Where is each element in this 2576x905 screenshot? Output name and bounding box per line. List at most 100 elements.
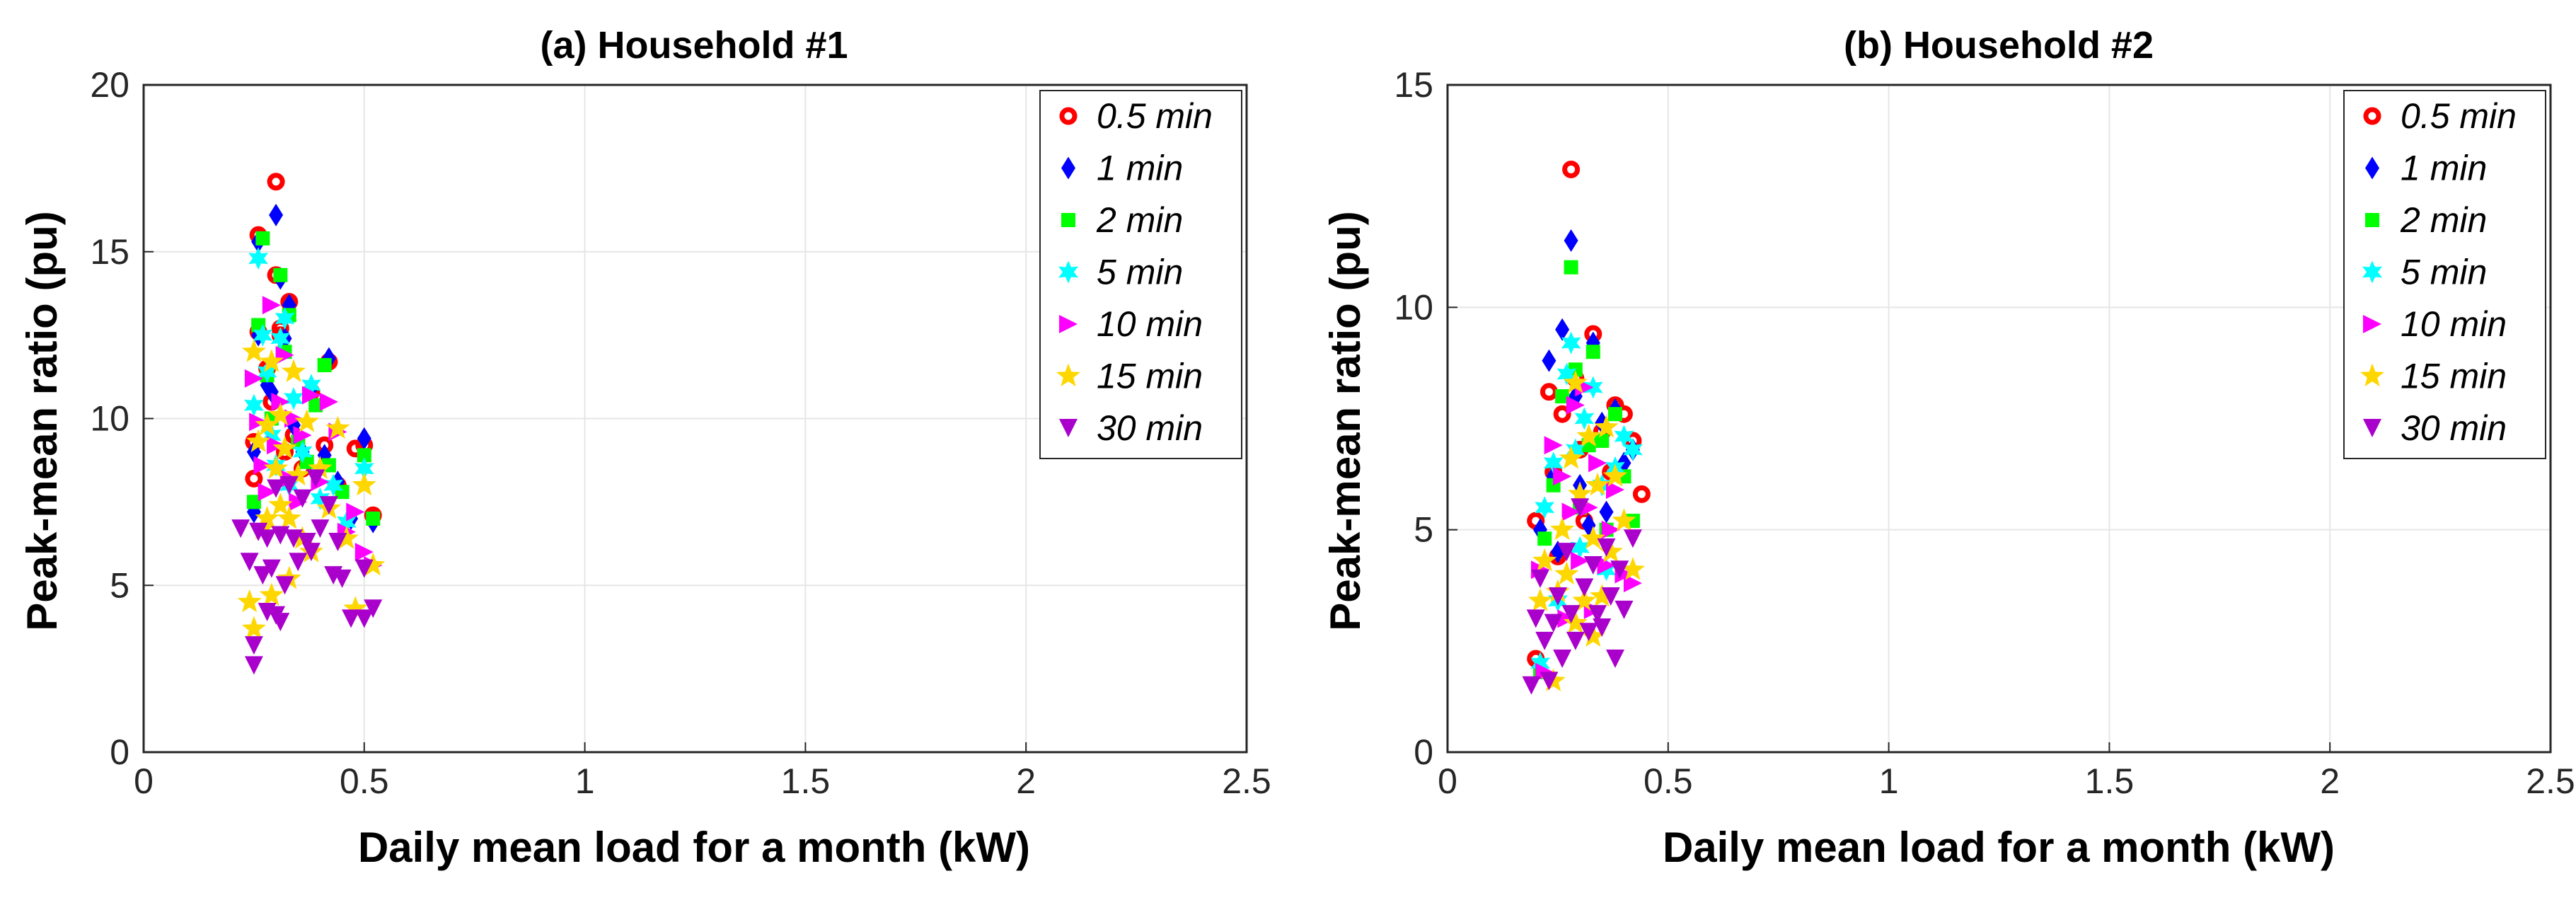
data-point bbox=[267, 173, 285, 191]
data-point bbox=[1586, 345, 1600, 359]
data-point bbox=[1588, 605, 1607, 624]
data-point bbox=[1571, 498, 1590, 517]
x-tick-label: 0.5 bbox=[1644, 761, 1693, 801]
data-point bbox=[366, 511, 381, 526]
data-point bbox=[253, 323, 273, 347]
data-point bbox=[277, 506, 301, 529]
data-point bbox=[289, 553, 308, 572]
data-point bbox=[354, 559, 374, 578]
data-point bbox=[284, 387, 304, 410]
data-point bbox=[1553, 649, 1572, 668]
data-point bbox=[286, 462, 311, 486]
data-point bbox=[292, 440, 313, 463]
y-axis-label: Peak-mean ratio (pu) bbox=[18, 211, 66, 630]
data-point bbox=[342, 609, 361, 628]
data-point bbox=[1598, 539, 1623, 563]
data-point bbox=[255, 231, 270, 246]
data-point bbox=[1550, 517, 1575, 541]
data-point bbox=[1527, 588, 1553, 611]
data-point bbox=[310, 487, 330, 510]
data-point bbox=[1605, 480, 1624, 500]
data-point bbox=[1605, 649, 1624, 668]
data-point bbox=[1532, 548, 1557, 572]
legend-label: 1 min bbox=[1097, 149, 1183, 188]
data-point bbox=[275, 576, 294, 595]
data-point bbox=[241, 616, 266, 640]
data-point bbox=[1588, 454, 1607, 473]
data-point bbox=[1585, 472, 1610, 496]
data-point bbox=[364, 599, 383, 618]
data-point bbox=[240, 553, 259, 572]
data-point bbox=[1581, 526, 1605, 549]
data-point bbox=[343, 596, 368, 619]
legend-marker bbox=[1061, 213, 1075, 227]
data-point bbox=[1623, 438, 1643, 461]
data-point bbox=[346, 502, 365, 521]
data-point bbox=[1564, 260, 1578, 275]
data-point bbox=[271, 392, 290, 411]
data-point bbox=[354, 457, 374, 480]
y-tick-label: 0 bbox=[110, 732, 129, 772]
data-point bbox=[301, 386, 320, 405]
data-point bbox=[1593, 618, 1612, 637]
data-point bbox=[1594, 415, 1619, 438]
data-point bbox=[1535, 631, 1554, 650]
legend: 0.5 min 1 min 2 min 5 min 10 min 15 min 30 min bbox=[2343, 90, 2546, 459]
data-point bbox=[1597, 538, 1616, 557]
data-point bbox=[1568, 481, 1593, 505]
legend-marker bbox=[2360, 363, 2385, 387]
data-point bbox=[1571, 551, 1590, 570]
legend-label: 0.5 min bbox=[1097, 96, 1213, 136]
data-point bbox=[357, 427, 371, 450]
legend-label: 0.5 min bbox=[2401, 96, 2517, 136]
data-point bbox=[1522, 676, 1541, 695]
legend-label: 1 min bbox=[2401, 149, 2487, 188]
data-point bbox=[1566, 438, 1586, 461]
data-point bbox=[258, 483, 277, 502]
x-tick-label: 2 bbox=[1016, 761, 1036, 801]
data-point bbox=[293, 426, 312, 445]
y-tick-label: 0 bbox=[1414, 732, 1433, 772]
data-point bbox=[317, 358, 332, 373]
data-point bbox=[273, 267, 288, 282]
data-point bbox=[268, 492, 293, 516]
data-point bbox=[1623, 529, 1642, 548]
data-point bbox=[1543, 451, 1564, 475]
legend-marker bbox=[2365, 213, 2379, 227]
x-tick-label: 2.5 bbox=[2526, 761, 2575, 801]
data-point bbox=[231, 519, 250, 538]
legend: 0.5 min 1 min 2 min 5 min 10 min 15 min 30 min bbox=[1039, 90, 1242, 459]
data-point bbox=[259, 582, 284, 606]
data-point bbox=[301, 374, 321, 397]
data-point bbox=[361, 553, 386, 576]
data-point bbox=[354, 543, 374, 562]
data-point bbox=[1542, 349, 1556, 372]
legend-marker bbox=[1059, 107, 1078, 125]
x-tick-label: 0.5 bbox=[340, 761, 389, 801]
data-point bbox=[1555, 318, 1570, 341]
y-tick-label: 15 bbox=[1394, 65, 1433, 105]
data-point bbox=[1601, 587, 1620, 606]
data-point bbox=[244, 369, 263, 388]
data-point bbox=[1610, 560, 1629, 580]
data-point bbox=[1632, 485, 1651, 503]
data-point bbox=[1590, 584, 1615, 607]
legend-label: 2 min bbox=[2400, 200, 2487, 240]
data-point bbox=[271, 526, 290, 545]
legend-label: 15 min bbox=[2401, 357, 2507, 396]
data-point bbox=[1581, 623, 1605, 647]
data-point bbox=[1574, 407, 1595, 430]
data-point bbox=[237, 589, 262, 613]
x-tick-label: 1 bbox=[575, 761, 595, 801]
data-point bbox=[1559, 446, 1583, 469]
data-point bbox=[248, 247, 268, 270]
data-point bbox=[1562, 160, 1581, 178]
y-tick-label: 10 bbox=[90, 399, 129, 439]
series-30-min bbox=[231, 469, 383, 675]
data-point bbox=[269, 203, 284, 226]
data-point bbox=[255, 506, 279, 529]
legend-marker bbox=[1061, 156, 1075, 180]
data-point bbox=[319, 496, 338, 515]
data-point bbox=[1540, 671, 1559, 691]
